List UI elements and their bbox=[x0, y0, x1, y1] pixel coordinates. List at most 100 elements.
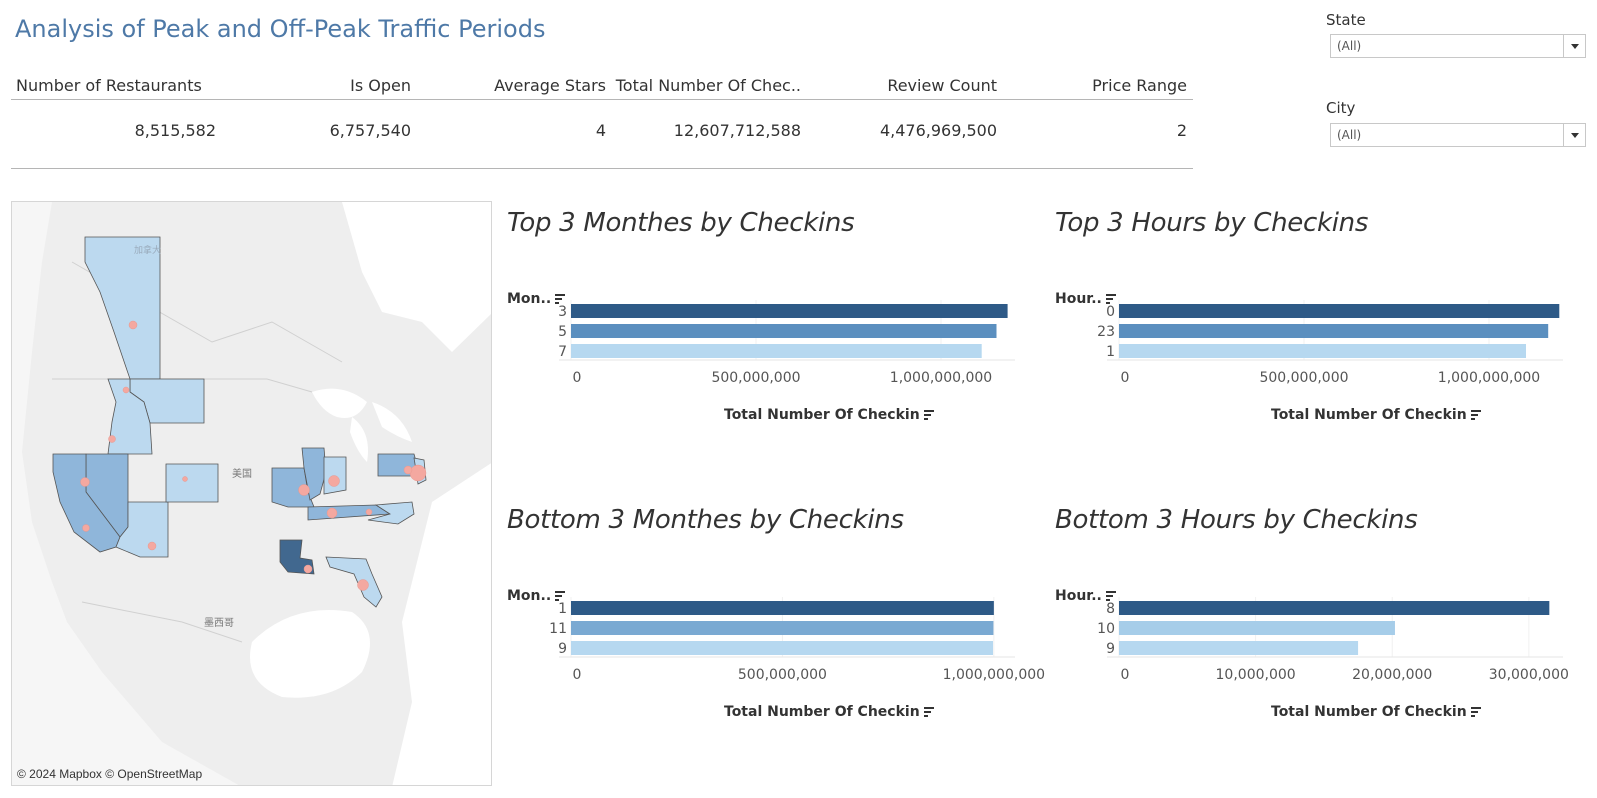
dimension-header[interactable]: Mon.. bbox=[507, 588, 566, 604]
x-tick-label: 1,000,000,000 bbox=[943, 667, 1045, 683]
kpi-header-is-open[interactable]: Is Open bbox=[350, 76, 411, 95]
bar[interactable] bbox=[571, 304, 1008, 318]
x-tick-label: 20,000,000 bbox=[1352, 667, 1432, 683]
sort-icon[interactable] bbox=[555, 294, 566, 304]
dimension-header[interactable]: Hour.. bbox=[1055, 291, 1116, 307]
x-tick-label: 0 bbox=[1121, 370, 1130, 386]
chevron-down-icon bbox=[1571, 44, 1579, 49]
category-label[interactable]: 23 bbox=[1097, 324, 1115, 340]
city-dot bbox=[403, 465, 413, 475]
city-filter-label: City bbox=[1326, 99, 1356, 117]
x-tick-label: 0 bbox=[1121, 667, 1130, 683]
sort-icon[interactable] bbox=[923, 707, 934, 717]
map-label-canada: 加拿大 bbox=[134, 244, 161, 255]
city-dot bbox=[409, 464, 427, 482]
category-label[interactable]: 11 bbox=[549, 621, 567, 637]
bottom-hours-chart[interactable]: Bottom 3 Hours by Checkins Hour.. 0 10,00… bbox=[1055, 505, 1595, 745]
sort-icon[interactable] bbox=[1470, 707, 1481, 717]
kpi-header-checkins[interactable]: Total Number Of Chec.. bbox=[615, 76, 801, 95]
top-months-chart[interactable]: Top 3 Monthes by Checkins Mon.. 0 500,000… bbox=[507, 208, 1047, 448]
state-filter-dropdown[interactable]: (All) bbox=[1330, 34, 1586, 58]
dimension-label: Hour.. bbox=[1055, 588, 1102, 604]
category-label[interactable]: 7 bbox=[558, 344, 567, 360]
kpi-header-price-range[interactable]: Price Range bbox=[1092, 76, 1187, 95]
state-map[interactable]: 美国 墨西哥 加拿大 © 2024 Mapbox © OpenStreetMap bbox=[11, 201, 492, 786]
city-dot bbox=[303, 564, 313, 574]
city-dot bbox=[357, 579, 369, 591]
city-dot bbox=[328, 475, 340, 487]
category-label[interactable]: 10 bbox=[1097, 621, 1115, 637]
category-label[interactable]: 1 bbox=[1106, 344, 1115, 360]
sort-icon[interactable] bbox=[1105, 591, 1116, 601]
category-label[interactable]: 8 bbox=[1106, 601, 1115, 617]
bar[interactable] bbox=[571, 344, 982, 358]
pacific-ocean bbox=[12, 202, 239, 785]
chart-plot[interactable]: 0 500,000,000 1,000,000,000 3 5 7 bbox=[507, 208, 1047, 408]
chart-plot[interactable]: 0 10,000,000 20,000,000 30,000,000 8 10 9 bbox=[1055, 505, 1595, 705]
dimension-header[interactable]: Mon.. bbox=[507, 291, 566, 307]
sort-icon[interactable] bbox=[1470, 410, 1481, 420]
city-filter-dropdown[interactable]: (All) bbox=[1330, 123, 1586, 147]
category-label[interactable]: 9 bbox=[1106, 641, 1115, 657]
x-axis-title[interactable]: Total Number Of Checkin bbox=[1271, 704, 1481, 720]
x-tick-label: 10,000,000 bbox=[1216, 667, 1296, 683]
state-filter-button[interactable] bbox=[1563, 35, 1585, 57]
x-axis-title[interactable]: Total Number Of Checkin bbox=[1271, 407, 1481, 423]
city-dot bbox=[326, 507, 338, 519]
top-hours-chart[interactable]: Top 3 Hours by Checkins Hour.. 0 500,000,… bbox=[1055, 208, 1595, 448]
kpi-header-average-stars[interactable]: Average Stars bbox=[494, 76, 606, 95]
x-tick-label: 1,000,000,000 bbox=[1438, 370, 1540, 386]
bar[interactable] bbox=[1119, 601, 1550, 615]
sort-icon[interactable] bbox=[923, 410, 934, 420]
x-axis-label: Total Number Of Checkin bbox=[724, 704, 920, 720]
category-label[interactable]: 9 bbox=[558, 641, 567, 657]
state-louisiana bbox=[279, 539, 315, 575]
category-label[interactable]: 5 bbox=[558, 324, 567, 340]
kpi-header-restaurants[interactable]: Number of Restaurants bbox=[16, 76, 202, 95]
state-north-carolina bbox=[367, 501, 415, 525]
bar[interactable] bbox=[571, 324, 997, 338]
bar[interactable] bbox=[1119, 641, 1359, 655]
kpi-value-review-count: 4,476,969,500 bbox=[879, 121, 997, 140]
bar[interactable] bbox=[1119, 324, 1549, 338]
bar[interactable] bbox=[571, 621, 994, 635]
dimension-header[interactable]: Hour.. bbox=[1055, 588, 1116, 604]
bar[interactable] bbox=[1119, 344, 1526, 358]
x-tick-label: 0 bbox=[573, 370, 582, 386]
x-tick-label: 1,000,000,000 bbox=[890, 370, 992, 386]
bar[interactable] bbox=[1119, 621, 1395, 635]
kpi-value-checkins: 12,607,712,588 bbox=[673, 121, 801, 140]
dashboard-title: Analysis of Peak and Off-Peak Traffic Pe… bbox=[15, 15, 546, 43]
bar[interactable] bbox=[571, 641, 994, 655]
sort-icon[interactable] bbox=[1105, 294, 1116, 304]
map-label-mexico: 墨西哥 bbox=[204, 617, 234, 629]
city-dot bbox=[82, 524, 90, 532]
city-filter-button[interactable] bbox=[1563, 124, 1585, 146]
bar[interactable] bbox=[571, 601, 994, 615]
gulf-of-mexico bbox=[250, 610, 370, 698]
city-dot bbox=[122, 386, 130, 394]
city-dot bbox=[365, 508, 373, 516]
kpi-value-is-open: 6,757,540 bbox=[329, 121, 411, 140]
bottom-months-chart[interactable]: Bottom 3 Monthes by Checkins Mon.. 0 500,… bbox=[507, 505, 1047, 745]
great-lakes-3 bbox=[372, 402, 412, 442]
chart-plot[interactable]: 0 500,000,000 1,000,000,000 0 23 1 bbox=[1055, 208, 1595, 408]
x-axis-title[interactable]: Total Number Of Checkin bbox=[724, 407, 934, 423]
x-tick-label: 500,000,000 bbox=[1259, 370, 1348, 386]
category-label[interactable]: 0 bbox=[1106, 304, 1115, 320]
city-dot bbox=[298, 484, 310, 496]
sort-icon[interactable] bbox=[555, 591, 566, 601]
x-axis-title[interactable]: Total Number Of Checkin bbox=[724, 704, 934, 720]
state-colorado bbox=[165, 463, 219, 503]
dimension-label: Hour.. bbox=[1055, 291, 1102, 307]
x-tick-label: 30,000,000 bbox=[1489, 667, 1569, 683]
bar[interactable] bbox=[1119, 304, 1560, 318]
x-axis-label: Total Number Of Checkin bbox=[1271, 704, 1467, 720]
category-label[interactable]: 3 bbox=[558, 304, 567, 320]
category-label[interactable]: 1 bbox=[558, 601, 567, 617]
city-filter-value: (All) bbox=[1337, 128, 1362, 142]
map-canvas[interactable]: 美国 墨西哥 加拿大 bbox=[12, 202, 492, 786]
state-california bbox=[52, 453, 121, 553]
kpi-header-review-count[interactable]: Review Count bbox=[887, 76, 997, 95]
